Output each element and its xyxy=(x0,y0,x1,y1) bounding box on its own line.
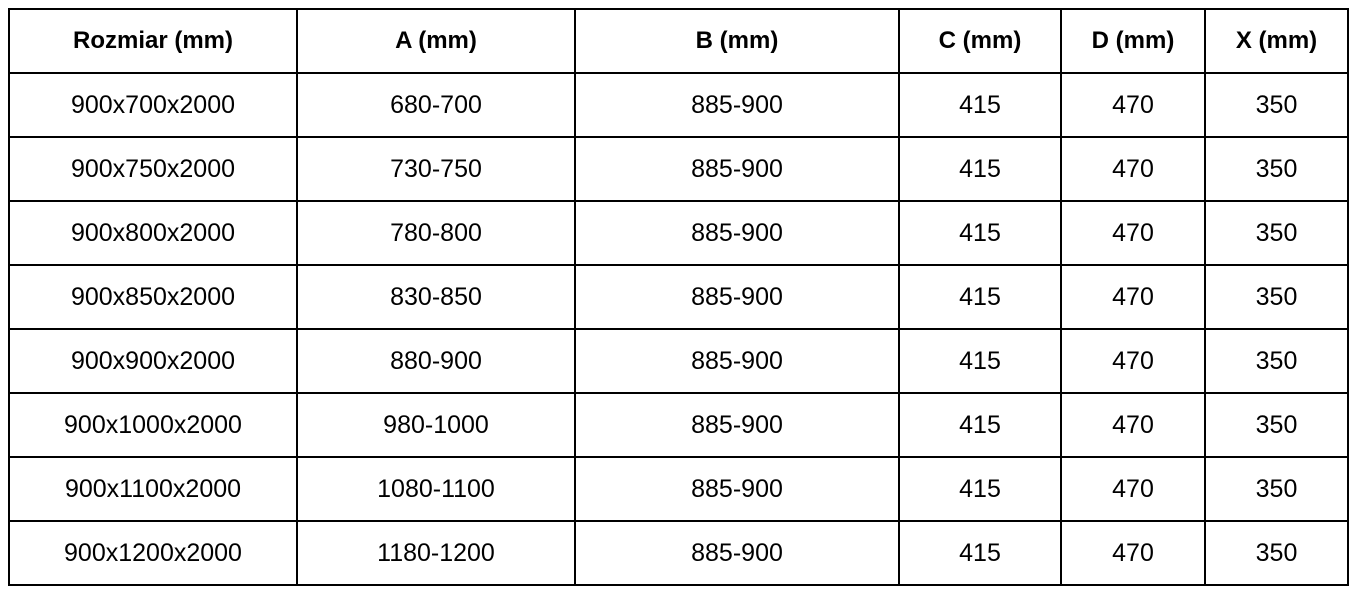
table-cell: 885-900 xyxy=(574,72,900,138)
table-cell: 885-900 xyxy=(574,200,900,266)
table-cell: 885-900 xyxy=(574,392,900,458)
table-cell: 900x800x2000 xyxy=(8,200,298,266)
table-cell: 1080-1100 xyxy=(296,456,576,522)
table-cell: 885-900 xyxy=(574,136,900,202)
table-cell: 780-800 xyxy=(296,200,576,266)
table-cell: 350 xyxy=(1204,200,1349,266)
table-cell: 830-850 xyxy=(296,264,576,330)
header-row: Rozmiar (mm) A (mm) B (mm) C (mm) D (mm) X (m… xyxy=(8,8,1349,74)
table-cell: 470 xyxy=(1060,72,1206,138)
table-cell: 350 xyxy=(1204,456,1349,522)
table-row: 900x850x2000 830-850 885-900 415 470 350 xyxy=(8,264,1349,330)
table-cell: 900x1200x2000 xyxy=(8,520,298,586)
table-cell: 470 xyxy=(1060,328,1206,394)
table-cell: 900x1000x2000 xyxy=(8,392,298,458)
table-cell: 470 xyxy=(1060,200,1206,266)
table-cell: 350 xyxy=(1204,72,1349,138)
table-cell: 350 xyxy=(1204,520,1349,586)
dimensions-table: Rozmiar (mm) A (mm) B (mm) C (mm) D (mm) X (m… xyxy=(8,8,1349,586)
table-row: 900x1000x2000 980-1000 885-900 415 470 350 xyxy=(8,392,1349,458)
table-cell: 415 xyxy=(898,72,1062,138)
table-cell: 1180-1200 xyxy=(296,520,576,586)
column-header: A (mm) xyxy=(296,8,576,74)
table-cell: 680-700 xyxy=(296,72,576,138)
table-cell: 885-900 xyxy=(574,264,900,330)
table-row: 900x700x2000 680-700 885-900 415 470 350 xyxy=(8,72,1349,138)
table-cell: 885-900 xyxy=(574,328,900,394)
table-cell: 900x1100x2000 xyxy=(8,456,298,522)
table-cell: 885-900 xyxy=(574,456,900,522)
table-cell: 470 xyxy=(1060,136,1206,202)
table-cell: 415 xyxy=(898,264,1062,330)
table-cell: 415 xyxy=(898,456,1062,522)
table-row: 900x1100x2000 1080-1100 885-900 415 470 350 xyxy=(8,456,1349,522)
table-row: 900x1200x2000 1180-1200 885-900 415 470 350 xyxy=(8,520,1349,586)
table-cell: 900x850x2000 xyxy=(8,264,298,330)
table-cell: 470 xyxy=(1060,392,1206,458)
column-header: Rozmiar (mm) xyxy=(8,8,298,74)
table-row: 900x800x2000 780-800 885-900 415 470 350 xyxy=(8,200,1349,266)
column-header: D (mm) xyxy=(1060,8,1206,74)
table-cell: 730-750 xyxy=(296,136,576,202)
table-cell: 980-1000 xyxy=(296,392,576,458)
column-header: B (mm) xyxy=(574,8,900,74)
column-header: X (mm) xyxy=(1204,8,1349,74)
table-cell: 350 xyxy=(1204,392,1349,458)
table-cell: 885-900 xyxy=(574,520,900,586)
column-header: C (mm) xyxy=(898,8,1062,74)
table-cell: 880-900 xyxy=(296,328,576,394)
table-row: 900x900x2000 880-900 885-900 415 470 350 xyxy=(8,328,1349,394)
table-row: 900x750x2000 730-750 885-900 415 470 350 xyxy=(8,136,1349,202)
table-cell: 415 xyxy=(898,520,1062,586)
table-cell: 900x700x2000 xyxy=(8,72,298,138)
table-cell: 900x900x2000 xyxy=(8,328,298,394)
table-cell: 415 xyxy=(898,328,1062,394)
table-cell: 415 xyxy=(898,392,1062,458)
table-cell: 350 xyxy=(1204,264,1349,330)
table-cell: 350 xyxy=(1204,328,1349,394)
table-cell: 900x750x2000 xyxy=(8,136,298,202)
table-cell: 350 xyxy=(1204,136,1349,202)
table-cell: 470 xyxy=(1060,264,1206,330)
table-cell: 470 xyxy=(1060,520,1206,586)
table-cell: 470 xyxy=(1060,456,1206,522)
table-cell: 415 xyxy=(898,136,1062,202)
table-cell: 415 xyxy=(898,200,1062,266)
